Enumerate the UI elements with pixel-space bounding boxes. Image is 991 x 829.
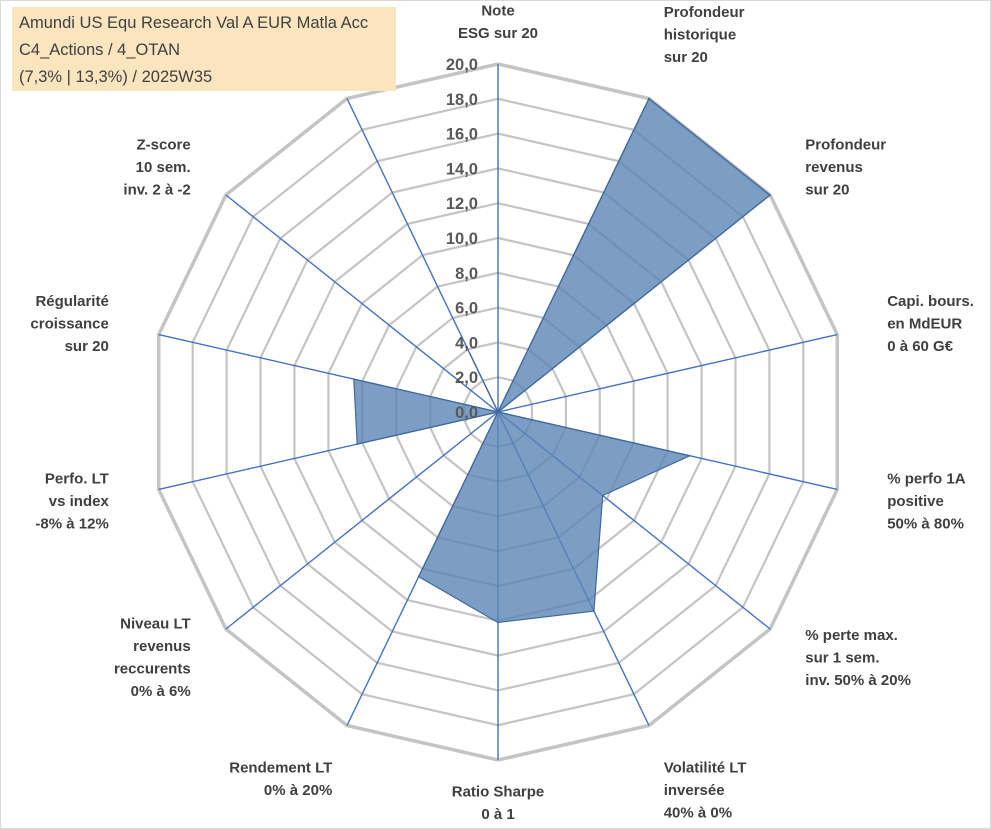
category-label: Note ESG sur 20 [458, 3, 538, 43]
category-label-line: 0 à 60 G€ [887, 338, 954, 355]
tick-label: 20,0 [446, 56, 478, 74]
series-point [648, 97, 650, 100]
category-label: Rendement LT 0% à 20% [229, 760, 332, 800]
category-label: Perfo. LT vs index -8% à 12% [35, 471, 109, 533]
category-label-line: Régularité [35, 293, 108, 310]
category-label-line: sur 20 [664, 49, 708, 66]
series-point [769, 194, 771, 196]
tick-label: 4,0 [455, 334, 478, 352]
category-label-line: 0% à 6% [131, 683, 191, 700]
category-label-line: positive [887, 493, 944, 510]
category-label-line: inv. 50% à 20% [805, 672, 911, 689]
category-label-line: Niveau LT [120, 616, 191, 633]
radar-series [353, 97, 772, 624]
tick-label: 14,0 [446, 160, 478, 178]
tick-label: 12,0 [446, 195, 478, 213]
category-label-line: revenus [805, 159, 863, 176]
category-label-line: inv. 2 à -2 [123, 182, 190, 199]
series-point [688, 455, 691, 457]
category-label-line: 0% à 20% [264, 782, 332, 799]
category-label-line: 50% à 80% [887, 516, 964, 533]
category-label: Profondeur historique sur 20 [664, 4, 745, 66]
category-label: Niveau LT revenus reccurents 0% à 6% [114, 616, 191, 701]
radar-spoke [225, 194, 499, 413]
series-point [593, 610, 595, 612]
category-label: % perte max. sur 1 sem. inv. 50% à 20% [805, 627, 911, 689]
category-label-line: Perfo. LT [45, 471, 109, 488]
series-point [469, 353, 471, 355]
category-label: Ratio Sharpe 0 à 1 [452, 784, 545, 824]
series-point [601, 494, 604, 497]
category-label-line: historique [664, 26, 737, 43]
series-point [356, 443, 359, 445]
tick-label: 8,0 [455, 265, 478, 283]
category-label-line: Note [481, 3, 514, 20]
category-label-line: -8% à 12% [35, 516, 108, 533]
series-point [353, 378, 355, 380]
category-label-line: ESG sur 20 [458, 25, 538, 42]
category-label-line: % perte max. [805, 627, 898, 644]
category-label-line: % perfo 1A [887, 471, 966, 488]
category-label-line: Profondeur [805, 137, 886, 154]
category-label-line: Z-score [137, 137, 191, 154]
category-label-line: inversée [664, 782, 725, 799]
category-label-line: en MdEUR [887, 315, 962, 332]
category-label-line: revenus [133, 638, 191, 655]
tick-label: 0,0 [455, 404, 478, 422]
category-label-line: sur 1 sem. [805, 649, 879, 666]
title-box: Amundi US Equ Research Val A EUR Matla A… [12, 7, 396, 91]
series-point [417, 575, 420, 578]
category-label-line: Ratio Sharpe [452, 784, 545, 801]
category-label: Profondeur revenus sur 20 [805, 137, 886, 199]
radar-axis-labels: Note ESG sur 20 Profondeur historique sur 20… [30, 3, 973, 824]
category-label: Volatilité LT inversée 40% à 0% [664, 760, 747, 822]
category-label-line: vs index [49, 493, 110, 510]
radar-spoke [225, 411, 499, 630]
category-label-line: sur 20 [65, 338, 109, 355]
category-label: Régularité croissance sur 20 [30, 293, 108, 355]
radar-tick-labels: 0,0 2,0 4,0 6,0 8,0 10,0 12,0 14,0 16,0 18,0 20,0 [446, 56, 478, 422]
category-label: % perfo 1A positive 50% à 80% [887, 471, 966, 533]
series-point [497, 621, 499, 624]
series-point [497, 411, 499, 413]
tick-label: 6,0 [455, 300, 478, 318]
series-area [353, 97, 772, 624]
category-label: Capi. bours. en MdEUR 0 à 60 G€ [887, 293, 974, 355]
tick-label: 18,0 [446, 91, 478, 109]
radar-spoke [497, 333, 838, 413]
tick-label: 16,0 [446, 126, 478, 144]
category-label-line: Capi. bours. [887, 293, 974, 310]
category-label-line: croissance [30, 315, 108, 332]
tick-label: 10,0 [446, 230, 478, 248]
category-label-line: Volatilité LT [664, 760, 747, 777]
category-label-line: sur 20 [805, 182, 849, 199]
chart-title-line-3: (7,3% | 13,3%) / 2025W35 [19, 68, 213, 86]
chart-title-line-1: Amundi US Equ Research Val A EUR Matla A… [19, 14, 369, 32]
category-label: Z-score 10 sem. inv. 2 à -2 [123, 137, 190, 199]
chart-title-line-2: C4_Actions / 4_OTAN [19, 41, 181, 59]
category-label-line: reccurents [114, 661, 191, 678]
category-label-line: Profondeur [664, 4, 745, 21]
tick-label: 2,0 [455, 369, 478, 387]
category-label-line: Rendement LT [229, 760, 332, 777]
category-label-line: 10 sem. [136, 159, 191, 176]
category-label-line: 40% à 0% [664, 805, 732, 822]
category-label-line: 0 à 1 [481, 806, 514, 823]
